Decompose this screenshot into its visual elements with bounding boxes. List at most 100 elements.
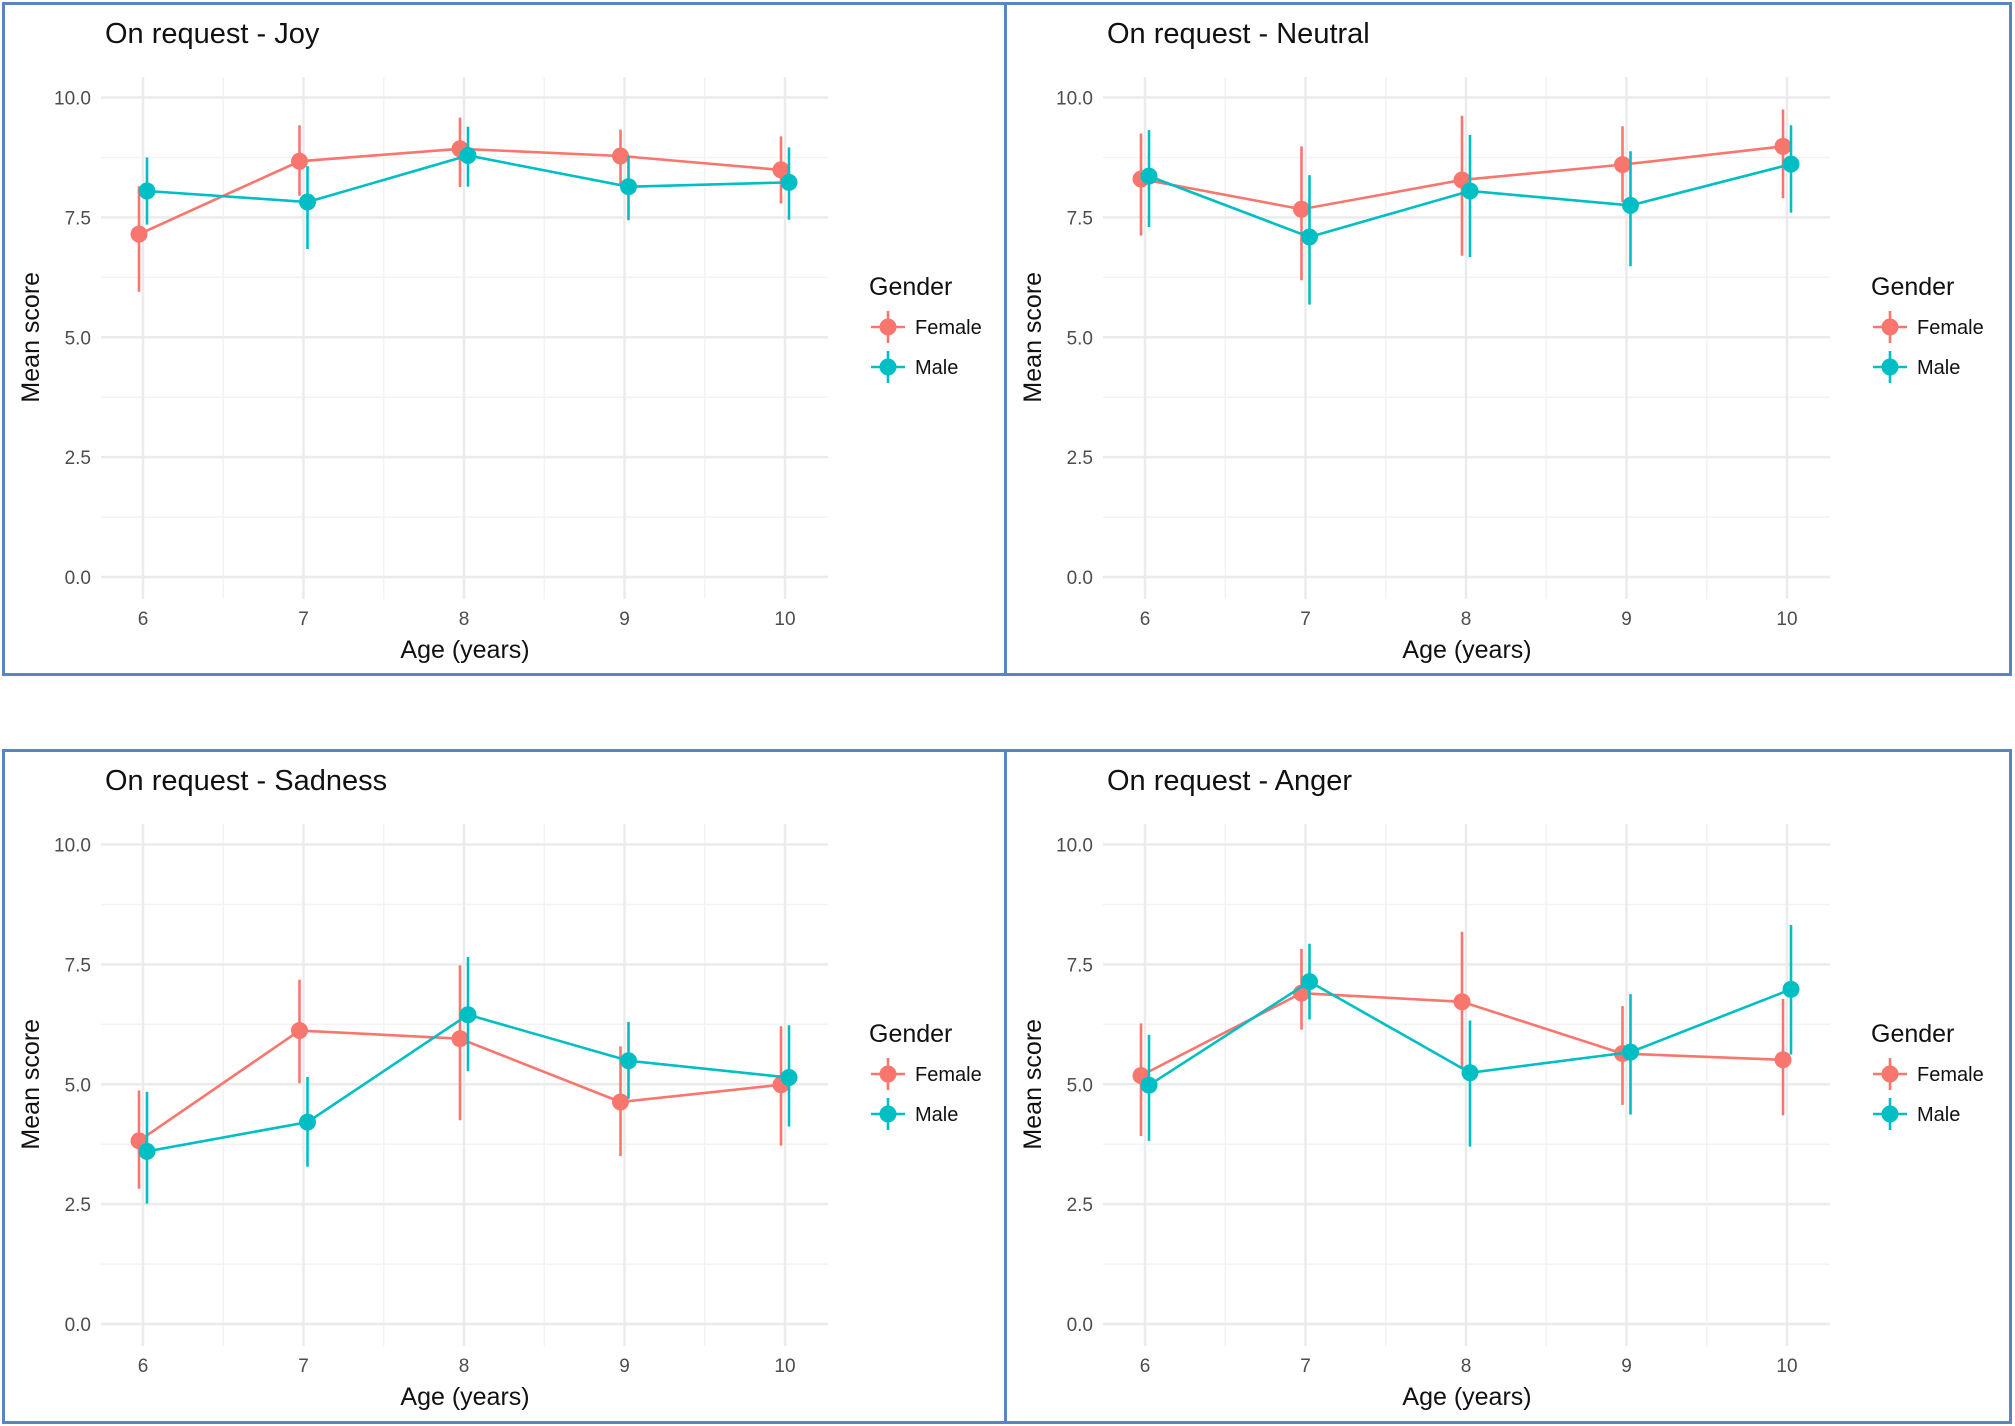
data-point <box>299 193 316 211</box>
legend-key-point <box>1881 318 1899 336</box>
data-point <box>612 147 629 165</box>
series-female <box>130 965 790 1189</box>
legend-key-point <box>1881 1105 1899 1123</box>
chart-title: On request - Joy <box>105 18 320 50</box>
data-point <box>138 1142 156 1160</box>
data-point <box>1622 196 1639 214</box>
x-tick-label: 9 <box>619 609 630 630</box>
x-tick-label: 7 <box>298 609 309 630</box>
data-point <box>620 1052 637 1070</box>
series-female <box>1132 109 1792 281</box>
x-tick-label: 10 <box>774 609 795 630</box>
x-tick-label: 9 <box>619 1356 630 1377</box>
x-tick-label: 9 <box>1621 609 1632 630</box>
y-tick-label: 5.0 <box>65 328 91 349</box>
data-point <box>1774 137 1792 155</box>
legend-key-point <box>1881 1065 1899 1083</box>
y-axis-title: Mean score <box>17 272 45 403</box>
y-tick-label: 0.0 <box>1067 1315 1093 1336</box>
series-male <box>138 126 798 250</box>
data-point <box>772 161 790 179</box>
gridlines <box>101 824 828 1346</box>
series-male <box>1140 125 1800 305</box>
x-tick-label: 6 <box>138 1356 149 1377</box>
legend-key-female <box>1873 311 1907 343</box>
chart-title: On request - Anger <box>1107 765 1352 797</box>
y-tick-label: 2.5 <box>65 448 91 469</box>
legend-label-male: Male <box>915 357 958 379</box>
x-axis-title: Age (years) <box>400 1383 529 1411</box>
panel-sadness: 0.0 2.5 5.0 7.5 10.0 6 7 8 9 10 On request - Sadne… <box>2 749 1007 1424</box>
legend-title: Gender <box>1871 273 1954 301</box>
x-tick-label: 6 <box>1140 1356 1151 1377</box>
data-point <box>130 225 148 243</box>
gridlines <box>1103 824 1830 1346</box>
data-point <box>138 182 156 200</box>
data-point <box>1453 993 1471 1011</box>
legend-title: Gender <box>869 1020 952 1048</box>
legend-key-point <box>879 1105 897 1123</box>
data-point <box>291 1022 308 1040</box>
x-axis-title: Age (years) <box>1402 1383 1531 1411</box>
data-point <box>299 1113 316 1131</box>
legend-key-point <box>1881 358 1899 376</box>
gridlines <box>1103 77 1830 599</box>
y-tick-label: 2.5 <box>65 1195 91 1216</box>
y-tick-label: 5.0 <box>65 1075 91 1096</box>
data-point <box>459 147 477 165</box>
y-tick-label: 2.5 <box>1067 1195 1093 1216</box>
y-tick-label: 5.0 <box>1067 1075 1093 1096</box>
y-tick-label: 7.5 <box>65 208 91 229</box>
legend: Gender Female Male <box>1871 1020 1984 1130</box>
chart-sadness: 0.0 2.5 5.0 7.5 10.0 6 7 8 9 10 On request - Sadne… <box>17 765 982 1411</box>
series-male <box>138 957 798 1204</box>
legend-key-female <box>871 311 905 343</box>
y-axis-title: Mean score <box>1019 272 1047 403</box>
x-tick-label: 10 <box>1776 609 1797 630</box>
legend-key-male <box>871 351 905 383</box>
x-tick-label: 7 <box>1300 1356 1311 1377</box>
x-tick-label: 10 <box>1776 1356 1797 1377</box>
legend-key-point <box>879 318 897 336</box>
x-tick-label: 8 <box>459 1356 470 1377</box>
y-tick-label: 5.0 <box>1067 328 1093 349</box>
legend: Gender Female Male <box>869 273 982 383</box>
legend: Gender Female Male <box>869 1020 982 1130</box>
legend-label-male: Male <box>915 1104 958 1126</box>
data-point <box>1293 200 1310 218</box>
data-point <box>780 173 798 191</box>
legend-key-male <box>1873 351 1907 383</box>
y-tick-label: 0.0 <box>65 1315 91 1336</box>
x-tick-label: 8 <box>459 609 470 630</box>
chart-neutral: 0.0 2.5 5.0 7.5 10.0 6 7 8 9 10 On request - Neutr… <box>1019 18 1984 664</box>
x-tick-label: 8 <box>1461 609 1472 630</box>
y-tick-label: 0.0 <box>1067 568 1093 589</box>
y-tick-label: 10.0 <box>1056 836 1093 857</box>
data-point <box>1301 228 1318 246</box>
chart-title: On request - Sadness <box>105 765 387 797</box>
legend-label-male: Male <box>1917 357 1960 379</box>
data-point <box>459 1006 477 1024</box>
legend-title: Gender <box>1871 1020 1954 1048</box>
y-tick-label: 10.0 <box>54 836 91 857</box>
x-axis-title: Age (years) <box>1402 636 1531 664</box>
legend-label-female: Female <box>1917 1064 1984 1086</box>
y-tick-label: 7.5 <box>65 955 91 976</box>
legend-label-female: Female <box>915 1064 982 1086</box>
data-point <box>1461 1064 1479 1082</box>
y-tick-label: 7.5 <box>1067 208 1093 229</box>
legend: Gender Female Male <box>1871 273 1984 383</box>
x-axis-title: Age (years) <box>400 636 529 664</box>
x-tick-label: 7 <box>298 1356 309 1377</box>
y-tick-label: 10.0 <box>1056 89 1093 110</box>
y-tick-label: 0.0 <box>65 568 91 589</box>
data-point <box>780 1069 798 1087</box>
legend-label-male: Male <box>1917 1104 1960 1126</box>
chart-title: On request - Neutral <box>1107 18 1370 50</box>
series-male <box>1140 925 1800 1147</box>
panel-neutral: 0.0 2.5 5.0 7.5 10.0 6 7 8 9 10 On request - Neutr… <box>1004 2 2012 676</box>
data-point <box>1782 155 1800 173</box>
y-axis-title: Mean score <box>1019 1019 1047 1150</box>
data-point <box>1614 156 1631 174</box>
y-tick-label: 10.0 <box>54 89 91 110</box>
